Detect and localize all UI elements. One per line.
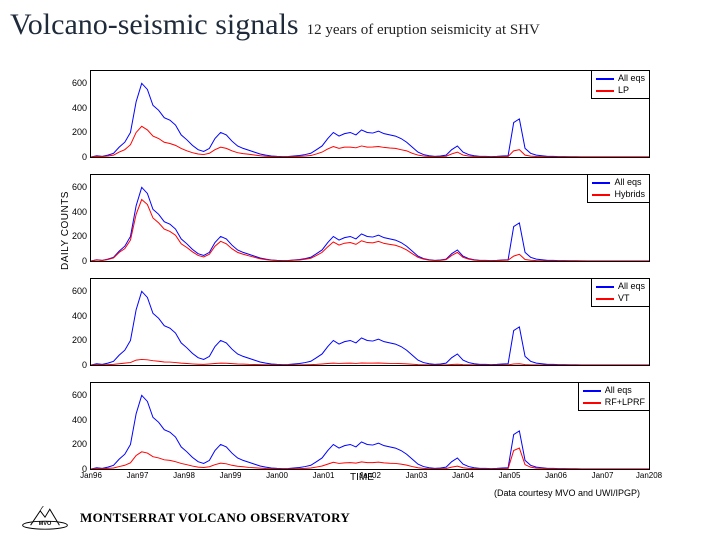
legend-item: RF+LPRF bbox=[583, 397, 645, 409]
y-tick-label: 400 bbox=[72, 207, 87, 217]
chart-panel: 0200400600All eqsLP bbox=[90, 70, 650, 158]
legend-label: All eqs bbox=[618, 73, 645, 85]
chart-panel: 0200400600Jan96Jan97Jan98Jan99Jan00Jan01… bbox=[90, 382, 650, 470]
timeseries-plot bbox=[91, 279, 649, 365]
chart-panel: 0200400600All eqsVT bbox=[90, 278, 650, 366]
legend-swatch-icon bbox=[596, 78, 614, 80]
x-tick-label: Jan01 bbox=[313, 471, 335, 480]
chart-legend: All eqsRF+LPRF bbox=[578, 382, 650, 411]
y-tick-label: 400 bbox=[72, 415, 87, 425]
legend-swatch-icon bbox=[583, 402, 601, 404]
legend-swatch-icon bbox=[596, 286, 614, 288]
x-tick-label: Jan04 bbox=[452, 471, 474, 480]
y-tick-label: 400 bbox=[72, 103, 87, 113]
legend-swatch-icon bbox=[592, 194, 610, 196]
timeseries-plot bbox=[91, 175, 649, 261]
x-tick-label: Jan00 bbox=[266, 471, 288, 480]
y-tick-label: 0 bbox=[82, 256, 87, 266]
legend-item: LP bbox=[596, 85, 645, 97]
x-tick-label: Jan06 bbox=[545, 471, 567, 480]
y-tick-label: 200 bbox=[72, 439, 87, 449]
legend-item: Hybrids bbox=[592, 189, 645, 201]
page-title: Volcano-seismic signals bbox=[10, 8, 299, 42]
legend-label: Hybrids bbox=[614, 189, 645, 201]
x-tick-label: Jan05 bbox=[499, 471, 521, 480]
svg-text:MVO: MVO bbox=[39, 521, 52, 527]
page-subtitle: 12 years of eruption seismicity at SHV bbox=[307, 22, 540, 39]
legend-label: RF+LPRF bbox=[605, 397, 645, 409]
x-tick-label: Jan96 bbox=[80, 471, 102, 480]
legend-swatch-icon bbox=[583, 390, 601, 392]
legend-label: All eqs bbox=[605, 385, 632, 397]
mvo-logo-icon: MVO bbox=[20, 506, 70, 530]
header: Volcano-seismic signals 12 years of erup… bbox=[0, 0, 720, 46]
chart-stack: 0200400600All eqsLP 0200400600All eqsHybr… bbox=[90, 70, 650, 470]
x-tick-label: Jan97 bbox=[127, 471, 149, 480]
y-tick-label: 0 bbox=[82, 360, 87, 370]
legend-label: LP bbox=[618, 85, 629, 97]
legend-label: All eqs bbox=[614, 177, 641, 189]
y-tick-label: 200 bbox=[72, 127, 87, 137]
x-tick-label: Jan07 bbox=[592, 471, 614, 480]
legend-label: All eqs bbox=[618, 281, 645, 293]
chart-legend: All eqsVT bbox=[591, 278, 650, 307]
legend-swatch-icon bbox=[592, 182, 610, 184]
chart-legend: All eqsLP bbox=[591, 70, 650, 99]
footer: MVO MONTSERRAT VOLCANO OBSERVATORY bbox=[20, 506, 350, 530]
y-tick-label: 600 bbox=[72, 78, 87, 88]
y-tick-label: 0 bbox=[82, 152, 87, 162]
x-tick-label: Jan99 bbox=[220, 471, 242, 480]
y-tick-label: 600 bbox=[72, 390, 87, 400]
legend-item: All eqs bbox=[596, 281, 645, 293]
x-tick-label: Jan208 bbox=[636, 471, 662, 480]
data-credit: (Data courtesy MVO and UWI/IPGP) bbox=[494, 488, 640, 498]
y-tick-label: 400 bbox=[72, 311, 87, 321]
x-tick-label: Jan98 bbox=[173, 471, 195, 480]
x-tick-label: Jan03 bbox=[406, 471, 428, 480]
chart-panel: 0200400600All eqsHybrids bbox=[90, 174, 650, 262]
timeseries-plot bbox=[91, 383, 649, 469]
timeseries-plot bbox=[91, 71, 649, 157]
y-tick-label: 600 bbox=[72, 182, 87, 192]
legend-item: All eqs bbox=[583, 385, 645, 397]
legend-item: VT bbox=[596, 293, 645, 305]
y-tick-label: 200 bbox=[72, 335, 87, 345]
y-tick-label: 600 bbox=[72, 286, 87, 296]
y-tick-label: 200 bbox=[72, 231, 87, 241]
legend-swatch-icon bbox=[596, 90, 614, 92]
legend-label: VT bbox=[618, 293, 630, 305]
observatory-name: MONTSERRAT VOLCANO OBSERVATORY bbox=[80, 510, 350, 526]
legend-item: All eqs bbox=[592, 177, 645, 189]
x-tick-label: Jan02 bbox=[359, 471, 381, 480]
legend-item: All eqs bbox=[596, 73, 645, 85]
legend-swatch-icon bbox=[596, 298, 614, 300]
chart-legend: All eqsHybrids bbox=[587, 174, 650, 203]
